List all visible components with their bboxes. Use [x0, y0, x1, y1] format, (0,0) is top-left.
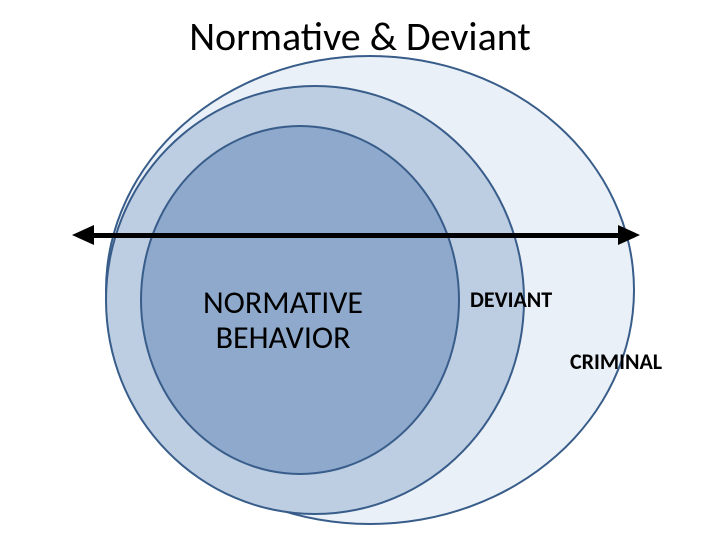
diagram-stage: Normative & Deviant NORMATIVE BEHAVIOR D…: [0, 0, 720, 540]
arrow-head-right: [618, 225, 640, 245]
label-deviant: DEVIANT: [470, 288, 552, 312]
label-criminal: CRIMINAL: [570, 350, 662, 374]
label-normative-behavior: NORMATIVE BEHAVIOR: [203, 285, 363, 355]
arrow-head-left: [72, 225, 94, 245]
page-title: Normative & Deviant: [0, 12, 720, 61]
arrow-line: [94, 233, 618, 238]
